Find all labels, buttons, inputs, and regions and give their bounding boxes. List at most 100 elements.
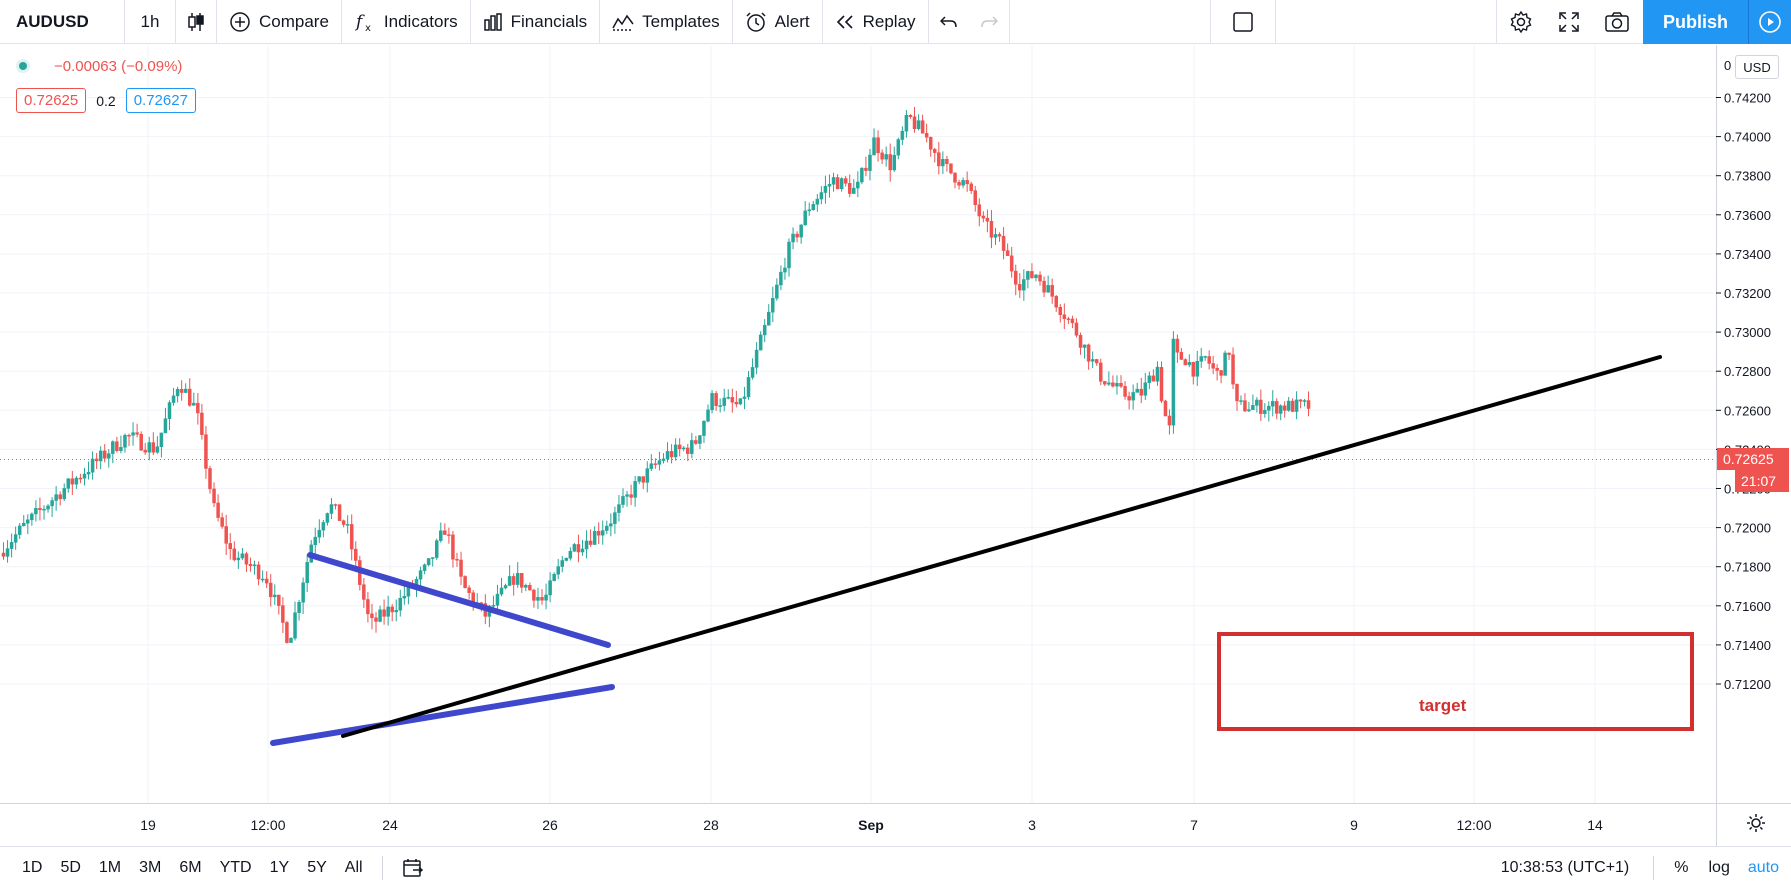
candle [200,403,204,440]
candle [1239,395,1243,405]
candle-body [754,349,759,368]
indicators-button[interactable]: f x Indicators [342,0,470,44]
sell-price-button[interactable]: 0.72625 [16,88,87,113]
financials-button[interactable]: Financials [471,0,600,44]
candle [641,476,645,490]
templates-button[interactable]: Templates [600,0,731,44]
triangle-upper-line[interactable] [307,552,611,648]
candle [139,431,143,452]
candle-body [268,582,273,598]
candle [188,378,192,407]
candle-body [783,267,787,273]
chart-type-button[interactable] [176,0,216,44]
range-button-all[interactable]: All [344,859,363,876]
candle-body [706,409,710,422]
candle-body [588,540,593,545]
candle [1131,384,1135,410]
candle-body [540,597,544,601]
candle [524,583,528,592]
currency-label[interactable]: USD [1735,55,1779,79]
publish-button[interactable]: Publish [1662,11,1728,32]
go-to-date-button[interactable] [393,847,433,889]
range-button-1y[interactable]: 1Y [269,859,290,876]
candle-body [795,233,799,238]
timezone-clock[interactable]: 10:38:53 (UTC+1) [1500,859,1630,876]
range-button-1m[interactable]: 1M [98,859,122,876]
candle-body [888,154,892,171]
candle-body [305,561,309,584]
candle-body [941,158,945,167]
time-tick-label: Sep [858,817,884,833]
percent-scale-toggle[interactable]: % [1674,859,1689,876]
candle [803,201,807,226]
range-button-ytd[interactable]: YTD [219,859,252,876]
candle-body [34,508,38,515]
candle-body [212,488,216,504]
buy-price-button[interactable]: 0.72627 [125,88,196,113]
candle [422,563,427,575]
fullscreen-button[interactable] [1545,0,1593,44]
candle-body [1167,415,1172,426]
candle-body [1286,400,1291,411]
toolbar-spacer [1010,0,1210,44]
candle [783,257,787,280]
time-axis[interactable]: 19 12:00 24 26 28 Sep 3 7 9 12:00 14 [140,817,1603,833]
range-button-5d[interactable]: 5D [60,859,81,876]
undo-icon [939,15,957,27]
candle-body [860,167,864,183]
templates-icon [612,14,634,31]
undo-button[interactable] [929,0,969,44]
time-axis-settings-button[interactable] [1740,808,1772,838]
candle-body [1147,375,1152,383]
candle-body [758,334,763,351]
candle-body [1203,356,1207,358]
interval-button[interactable]: 1h [140,11,160,31]
replay-button[interactable]: Replay [823,0,928,44]
price-chart[interactable]: target 0.71200 0.71400 0.71600 0.71800 0.720… [0,45,1791,846]
candle-body [151,442,156,453]
publish-video-button[interactable] [1749,0,1791,44]
candle [467,585,471,600]
candle [374,612,378,633]
candle [42,505,46,520]
candle-body [1,552,6,557]
settings-button[interactable] [1497,0,1545,44]
price-axis[interactable]: 0.712000.714000.716000.718000.720000.722… [1716,91,1771,693]
toolbar-divider [175,0,176,44]
range-button-6m[interactable]: 6M [179,859,202,876]
candle [366,592,370,623]
candle [119,435,123,454]
candle-body [115,441,119,451]
alert-button[interactable]: Alert [733,0,822,44]
candle [576,534,581,563]
support-trendline[interactable] [341,355,1662,738]
candle [609,513,613,537]
triangle-lower-line[interactable] [270,684,615,746]
auto-scale-toggle[interactable]: auto [1747,859,1779,876]
market-status-icon [16,59,30,73]
target-rectangle[interactable] [1217,632,1694,731]
candle-body [1274,401,1279,414]
range-button-1d[interactable]: 1D [22,859,43,876]
candle-body [131,432,135,436]
toolbar-divider [216,0,217,44]
candle-body [880,152,884,160]
candle [750,358,755,380]
symbol-search-button[interactable]: AUDUSD [16,11,89,31]
candle [694,435,698,445]
layout-button[interactable] [1211,0,1275,44]
candle-body [394,610,398,613]
candle-body [86,471,91,475]
compare-button[interactable]: Compare [217,0,341,44]
log-scale-toggle[interactable]: log [1708,859,1730,876]
candle [507,565,512,587]
candle [216,494,220,522]
candle [264,571,269,589]
chart-drawings[interactable]: target [270,355,1694,746]
snapshot-button[interactable] [1593,0,1641,44]
svg-text:f: f [354,12,365,32]
range-button-5y[interactable]: 5Y [307,859,327,876]
redo-button[interactable] [969,0,1009,44]
range-button-3m[interactable]: 3M [139,859,162,876]
candle-body [382,609,386,617]
